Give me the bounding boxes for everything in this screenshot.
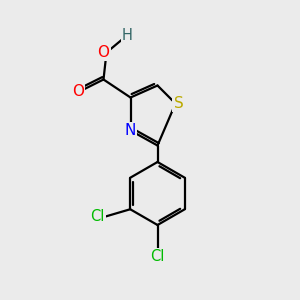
Text: O: O bbox=[98, 45, 110, 60]
Text: Cl: Cl bbox=[90, 209, 104, 224]
Text: N: N bbox=[125, 123, 136, 138]
Text: H: H bbox=[122, 28, 133, 44]
Text: Cl: Cl bbox=[150, 249, 165, 264]
Text: S: S bbox=[174, 96, 183, 111]
Text: O: O bbox=[72, 84, 84, 99]
